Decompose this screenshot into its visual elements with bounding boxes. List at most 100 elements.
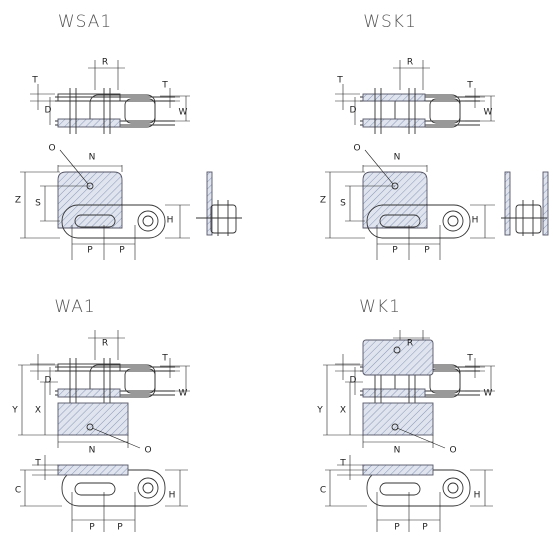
hole [391,423,399,431]
dim-label: T [34,459,41,469]
hole [137,210,159,232]
hole [137,477,159,499]
link [124,368,156,394]
dim-label: W [179,389,188,399]
panel-title: WSK1 [363,12,417,32]
dim-label: D [45,106,52,116]
dim-label: C [15,486,21,496]
panel: WSA1 R T T D W O N Z S H P P [15,12,242,260]
dim-label: T [31,76,38,86]
link-end [515,204,542,234]
dim-label: C [320,486,326,496]
dim-label: D [350,376,357,386]
hole [142,482,154,494]
attachment [362,402,434,436]
line [364,149,394,185]
dim-label: O [144,446,151,456]
dim-label: W [484,389,493,399]
dim-label: O [48,144,55,154]
dim-label: Y [11,406,18,416]
dim-label: D [350,106,357,116]
dim-label: N [394,446,401,456]
dim-label: R [102,339,108,349]
line [91,427,141,449]
plate [362,93,426,102]
dim-label: P [89,523,95,533]
plate [57,118,121,128]
slot [379,214,421,228]
hole [442,210,464,232]
dim-label: P [424,246,430,256]
link [124,98,156,124]
dim-label: S [35,199,41,209]
plate [57,363,121,372]
dim-label: N [89,446,96,456]
dim-label: R [407,339,413,349]
dim-label: T [161,354,168,364]
link [429,368,461,394]
dim-label: X [340,406,346,416]
panel: WSK1 R T T D W O N Z S H P P [320,12,549,260]
dim-label: N [89,153,96,163]
dim-label: D [45,376,52,386]
dim-label: T [336,76,343,86]
hole [86,423,94,431]
dim-label: T [466,354,473,364]
dim-label: T [339,459,346,469]
panel-title: WK1 [359,297,401,317]
plate-end [542,171,549,236]
dim-label: H [472,216,479,226]
dim-label: H [474,491,481,501]
dim-label: W [484,108,493,118]
dim-label: P [119,246,125,256]
dim-label: P [394,523,400,533]
line [59,149,89,185]
slot [74,214,116,228]
dim-label: O [449,446,456,456]
dim-label: Y [316,406,323,416]
dim-label: H [169,491,176,501]
dim-label: N [394,153,401,163]
dim-label: H [167,216,174,226]
dim-label: Z [320,196,326,206]
dim-label: X [35,406,41,416]
hole [447,215,459,227]
plate-end [504,171,511,236]
panel: WK1 R T D W Y X N O T C H P P [316,297,495,533]
dim-label: P [87,246,93,256]
link-end [210,204,237,234]
dim-label: P [422,523,428,533]
attachment [362,171,428,229]
hole [393,346,401,354]
hole [442,477,464,499]
link [429,98,461,124]
dim-label: S [340,199,346,209]
slot [379,482,421,496]
hole [142,215,154,227]
link-outline [61,204,166,239]
attachment [57,402,129,436]
plate [57,93,121,102]
dim-label: T [161,81,168,91]
panel-title: WA1 [54,297,95,317]
dim-label: R [102,58,108,68]
attachment [362,339,434,376]
link-outline [366,204,471,239]
attachment-edge [362,464,434,476]
line [396,427,446,449]
dim-label: T [466,81,473,91]
hole [447,482,459,494]
dim-label: Z [15,196,21,206]
attachment-edge [57,464,129,476]
plate [362,118,426,128]
dim-label: P [392,246,398,256]
dim-label: P [117,523,123,533]
dim-label: O [353,144,360,154]
plate [362,388,426,398]
dim-label: W [179,108,188,118]
dim-label: R [407,58,413,68]
plate [57,388,121,398]
plate-end [206,171,213,236]
panel-title: WSA1 [58,12,112,32]
